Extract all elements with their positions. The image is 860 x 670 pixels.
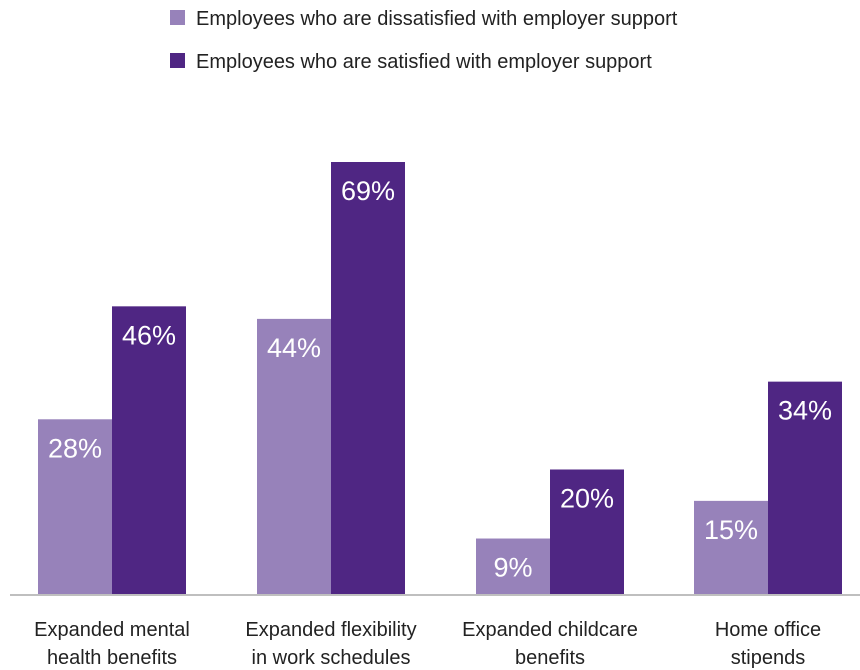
bar-satisfied-expanded-mental-health-benefits bbox=[112, 306, 186, 595]
legend-swatch-1 bbox=[170, 10, 185, 25]
bar-dissatisfied-expanded-mental-health-benefits bbox=[38, 419, 112, 595]
category-label-2-line-1: Expanded flexibility bbox=[245, 619, 416, 641]
bar-dissatisfied-expanded-childcare-benefits bbox=[476, 538, 550, 595]
category-labels: Expanded mental health benefits Expanded f… bbox=[34, 619, 821, 669]
bar-satisfied-home-office-stipends bbox=[768, 381, 842, 595]
bar-dissatisfied-expanded-flexibility-in-work-schedules bbox=[257, 318, 331, 595]
category-label-2-line-2: in work schedules bbox=[252, 647, 411, 669]
data-label-dissatisfied-expanded-flexibility-in-work-schedules: 44% bbox=[267, 333, 321, 363]
data-label-dissatisfied-expanded-mental-health-benefits: 28% bbox=[48, 433, 102, 463]
data-label-satisfied-home-office-stipends: 34% bbox=[778, 396, 832, 426]
legend-swatch-2 bbox=[170, 53, 185, 68]
category-label-4-line-2: stipends bbox=[731, 647, 806, 669]
category-label-1-line-2: health benefits bbox=[47, 647, 177, 669]
data-label-dissatisfied-expanded-childcare-benefits: 9% bbox=[493, 553, 532, 583]
category-label-3-line-1: Expanded childcare bbox=[462, 619, 638, 641]
legend-label-1: Employees who are dissatisfied with empl… bbox=[196, 8, 678, 30]
category-label-3-line-2: benefits bbox=[515, 647, 585, 669]
chart-legend: Employees who are dissatisfied with empl… bbox=[170, 8, 678, 73]
data-label-satisfied-expanded-childcare-benefits: 20% bbox=[560, 483, 614, 513]
category-label-4-line-1: Home office bbox=[715, 619, 821, 641]
bar-group: 28% 46% 44% 69% 9% 20% 15% 34% bbox=[38, 162, 842, 595]
bar-dissatisfied-home-office-stipends bbox=[694, 500, 768, 595]
category-label-1-line-1: Expanded mental bbox=[34, 619, 190, 641]
data-label-satisfied-expanded-mental-health-benefits: 46% bbox=[122, 320, 176, 350]
bar-satisfied-expanded-flexibility-in-work-schedules bbox=[331, 162, 405, 595]
bar-satisfied-expanded-childcare-benefits bbox=[550, 469, 624, 595]
data-label-dissatisfied-home-office-stipends: 15% bbox=[704, 515, 758, 545]
data-label-satisfied-expanded-flexibility-in-work-schedules: 69% bbox=[341, 176, 395, 206]
legend-label-2: Employees who are satisfied with employe… bbox=[196, 51, 652, 73]
